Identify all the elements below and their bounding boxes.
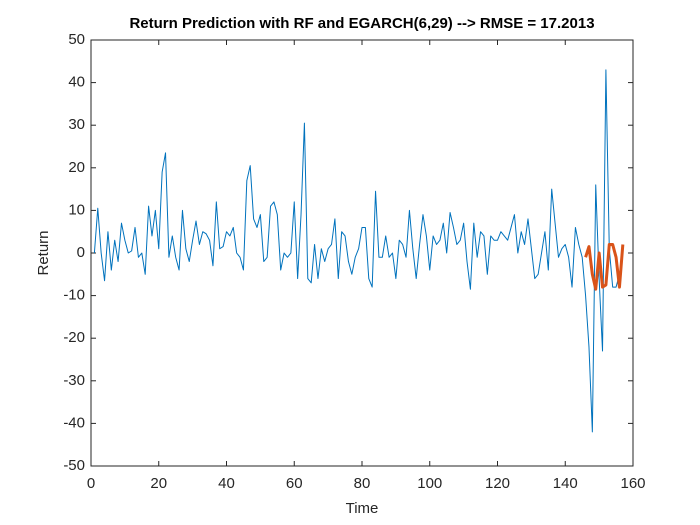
x-axis-label: Time [346,500,379,517]
x-tick-label: 160 [620,475,645,492]
y-tick-label: 20 [68,159,85,176]
x-tick-label: 20 [150,475,167,492]
x-tick-label: 60 [286,475,303,492]
y-tick-label: -10 [63,287,85,304]
y-tick-label: -50 [63,457,85,474]
x-tick-label: 140 [553,475,578,492]
chart-title: Return Prediction with RF and EGARCH(6,2… [129,15,594,32]
data-line [93,69,620,433]
x-tick-label: 0 [87,475,95,492]
y-tick-label: 40 [68,74,85,91]
plot-box [90,39,634,467]
y-tick-label: -20 [63,329,85,346]
y-tick-label: -30 [63,372,85,389]
x-tick-label: 80 [354,475,371,492]
y-tick-label: 0 [77,244,85,261]
y-tick-label: 50 [68,31,85,48]
y-axis-label: Return [35,230,52,275]
y-tick-label: -40 [63,414,85,431]
x-tick-label: 100 [417,475,442,492]
data-line [584,242,625,291]
y-tick-label: 10 [68,201,85,218]
x-tick-label: 40 [218,475,235,492]
y-tick-label: 30 [68,116,85,133]
x-tick-label: 120 [485,475,510,492]
